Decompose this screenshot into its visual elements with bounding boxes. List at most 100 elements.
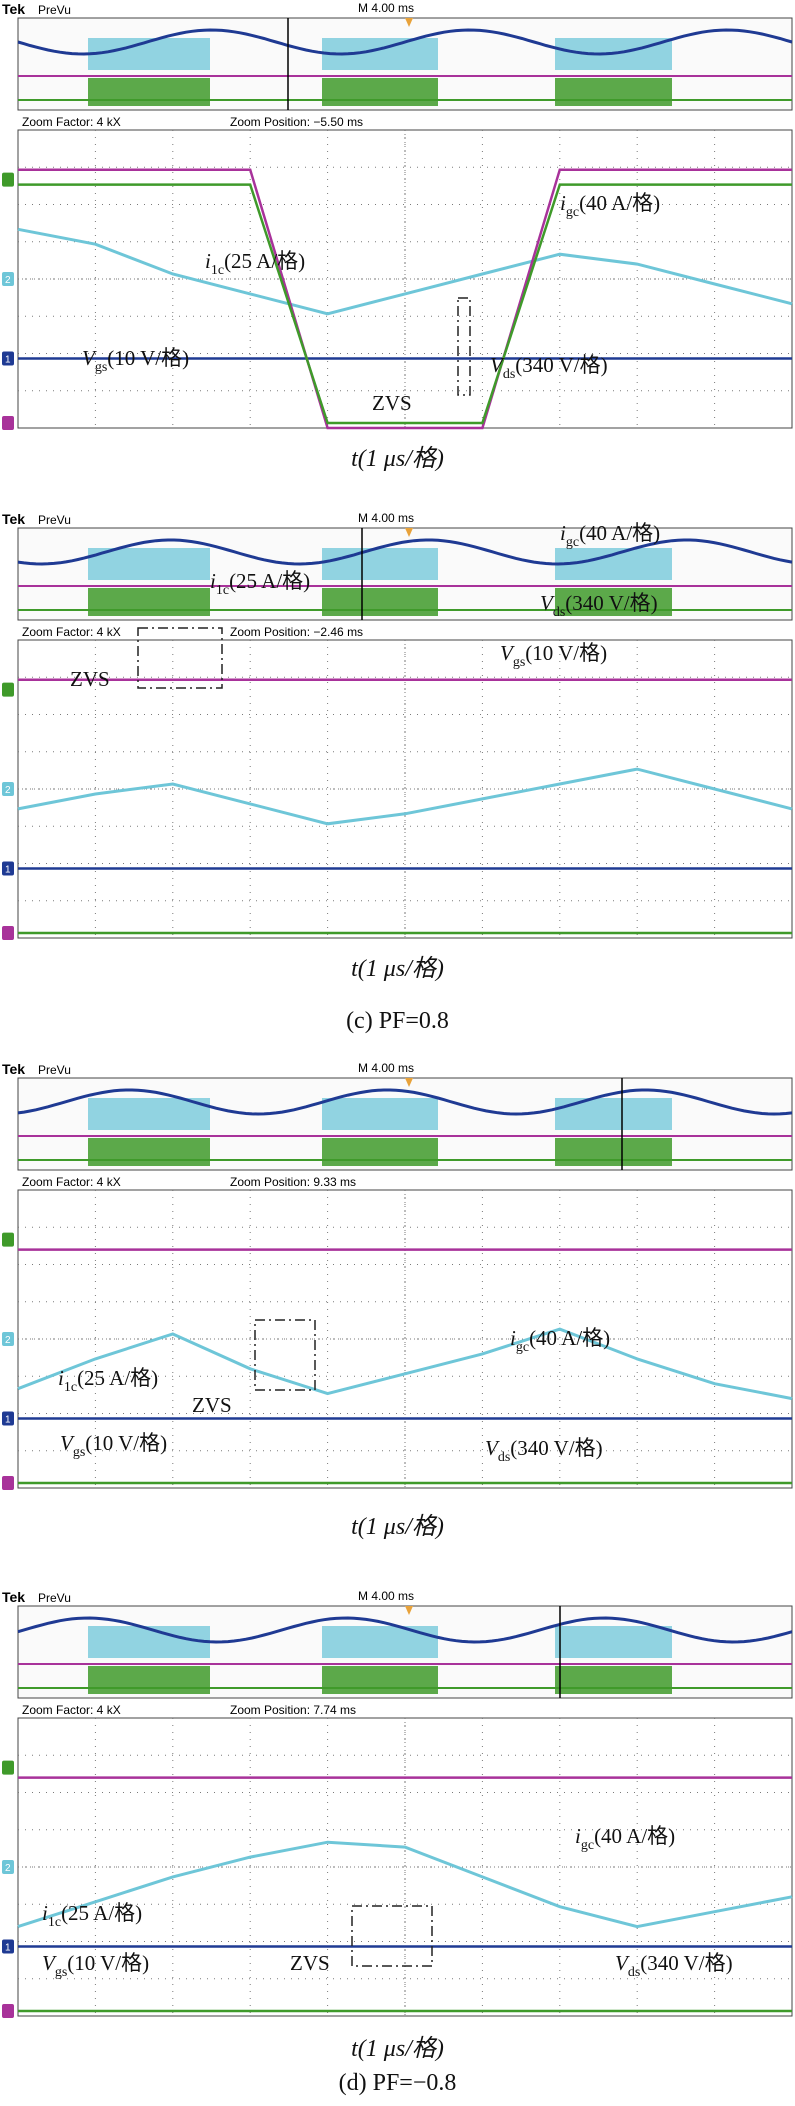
x-axis-label-4: t(1 μs/格) xyxy=(0,2028,795,2063)
channel-badge-label: 2 xyxy=(5,785,11,796)
channel-badge-label: 1 xyxy=(5,354,11,365)
zvs-box xyxy=(137,627,223,689)
label-igc: igc(40 A/格) xyxy=(575,1824,675,1853)
scope-panel-3: Tek PreVu M 4.00 ms Zoom Factor: 4 kX Zoom P… xyxy=(0,1060,795,1550)
label-vds: Vds(340 V/格) xyxy=(615,1951,733,1980)
label-ilc: i1c(25 A/格) xyxy=(42,1901,142,1930)
graticule xyxy=(17,639,793,939)
zvs-box xyxy=(254,1319,316,1391)
overview-cyan-block xyxy=(322,1098,438,1130)
overview-igc-trace xyxy=(17,538,793,566)
trace-ilc xyxy=(17,1327,793,1401)
channel-badge-label: 2 xyxy=(5,275,11,286)
zoom-position-text: Zoom Position: 9.33 ms xyxy=(230,1175,356,1189)
label-vds: Vds(340 V/格) xyxy=(485,1436,603,1465)
zvs-box xyxy=(351,1905,433,1967)
channel-badge-label: 2 xyxy=(5,1335,11,1346)
overview-green-block xyxy=(88,588,210,616)
x-axis-label-1: t(1 μs/格) xyxy=(0,438,795,473)
overview-cyan-block xyxy=(88,1626,210,1658)
trigger-marker xyxy=(405,528,413,537)
x-axis-label-2: t(1 μs/格) xyxy=(0,948,795,983)
timebase-text: M 4.00 ms xyxy=(358,1589,414,1603)
overview-igc-trace xyxy=(17,1088,793,1116)
overview-igc-trace xyxy=(17,1616,793,1644)
label-ilc: i1c(25 A/格) xyxy=(210,569,310,598)
channel-badge xyxy=(2,416,14,430)
overview-cyan-block xyxy=(88,38,210,70)
mode-text: PreVu xyxy=(38,513,71,527)
caption-d-text: (d) PF=−0.8 xyxy=(338,2070,457,2096)
overview-green-block xyxy=(88,1666,210,1694)
channel-badge xyxy=(2,861,14,876)
overview-green-block xyxy=(555,1666,672,1694)
overview-igc-trace xyxy=(17,28,793,56)
zoom-factor-text: Zoom Factor: 4 kX xyxy=(22,1703,121,1717)
trace-ilc xyxy=(17,227,793,316)
xlabel-4: t(1 μs/格) xyxy=(351,2036,444,2062)
figure-caption-c: (c) PF=0.8 xyxy=(0,1008,795,1035)
overview-green-block xyxy=(322,78,438,106)
scope-svg-2: Tek PreVu M 4.00 ms Zoom Factor: 4 kX Zoom P… xyxy=(2,511,793,940)
channel-badge xyxy=(2,1411,14,1426)
channel-badge xyxy=(2,1476,14,1490)
channel-badge xyxy=(2,1760,14,1775)
trigger-marker xyxy=(405,1078,413,1087)
zoom-position-text: Zoom Position: −2.46 ms xyxy=(230,625,363,639)
overview-cyan-block xyxy=(555,1098,672,1130)
brand-text: Tek xyxy=(2,1061,25,1077)
scope-panel-4: Tek PreVu M 4.00 ms Zoom Factor: 4 kX Zoom P… xyxy=(0,1588,795,2106)
brand-text: Tek xyxy=(2,1589,25,1605)
brand-text: Tek xyxy=(2,1,25,17)
overview-green-block xyxy=(322,588,438,616)
zoom-factor-text: Zoom Factor: 4 kX xyxy=(22,115,121,129)
overview-green-block xyxy=(88,78,210,106)
zvs-label: ZVS xyxy=(290,1951,330,1975)
scope-svg-3: Tek PreVu M 4.00 ms Zoom Factor: 4 kX Zoom P… xyxy=(2,1061,793,1490)
overview-cyan-block xyxy=(555,1626,672,1658)
caption-c-text: (c) PF=0.8 xyxy=(346,1008,449,1034)
label-ilc: i1c(25 A/格) xyxy=(58,1366,158,1395)
channel-badge-label: 1 xyxy=(5,1942,11,1953)
label-vds: Vds(340 V/格) xyxy=(490,353,608,382)
zoom-factor-text: Zoom Factor: 4 kX xyxy=(22,1175,121,1189)
overview-green-block xyxy=(88,1138,210,1166)
channel-badge-label: 2 xyxy=(5,1863,11,1874)
overview-green-block xyxy=(322,1138,438,1166)
channel-badge xyxy=(2,2004,14,2018)
overview-green-block xyxy=(555,1138,672,1166)
channel-badge xyxy=(2,1232,14,1247)
timebase-text: M 4.00 ms xyxy=(358,511,414,525)
overview-cyan-block xyxy=(88,1098,210,1130)
x-axis-label-3: t(1 μs/格) xyxy=(0,1506,795,1541)
overview-strip: Tek PreVu M 4.00 ms xyxy=(2,1589,793,1699)
zvs-label: ZVS xyxy=(372,391,412,415)
trigger-marker xyxy=(405,1606,413,1615)
overview-cyan-block xyxy=(88,548,210,580)
channel-badge xyxy=(2,1860,14,1874)
channel-badge xyxy=(2,1332,14,1346)
scope-panel-2: Tek PreVu M 4.00 ms Zoom Factor: 4 kX Zoom P… xyxy=(0,510,795,1050)
graticule xyxy=(17,129,793,429)
channel-badge-label: 1 xyxy=(5,1414,11,1425)
trace-vds xyxy=(18,168,792,430)
overview-strip: Tek PreVu M 4.00 ms xyxy=(2,1061,793,1171)
trace-ilc xyxy=(17,1840,793,1929)
label-vgs: Vgs(10 V/格) xyxy=(500,641,607,670)
timebase-text: M 4.00 ms xyxy=(358,1061,414,1075)
channel-badge xyxy=(2,272,14,286)
channel-badge xyxy=(2,172,14,187)
channel-badge xyxy=(2,782,14,796)
graticule xyxy=(17,1189,793,1489)
xlabel-2: t(1 μs/格) xyxy=(351,956,444,982)
channel-badge xyxy=(2,1939,14,1954)
overview-green-block xyxy=(555,78,672,106)
mode-text: PreVu xyxy=(38,1591,71,1605)
label-igc: igc(40 A/格) xyxy=(560,191,660,220)
trace-vgs xyxy=(18,183,792,425)
channel-badge xyxy=(2,351,14,366)
scope-svg-1: Tek PreVu M 4.00 ms Zoom Factor: 4 kX Zoom P… xyxy=(2,1,793,430)
zvs-label: ZVS xyxy=(70,667,110,691)
zvs-label: ZVS xyxy=(192,1393,232,1417)
scope-svg-4: Tek PreVu M 4.00 ms Zoom Factor: 4 kX Zoom P… xyxy=(2,1589,793,2018)
